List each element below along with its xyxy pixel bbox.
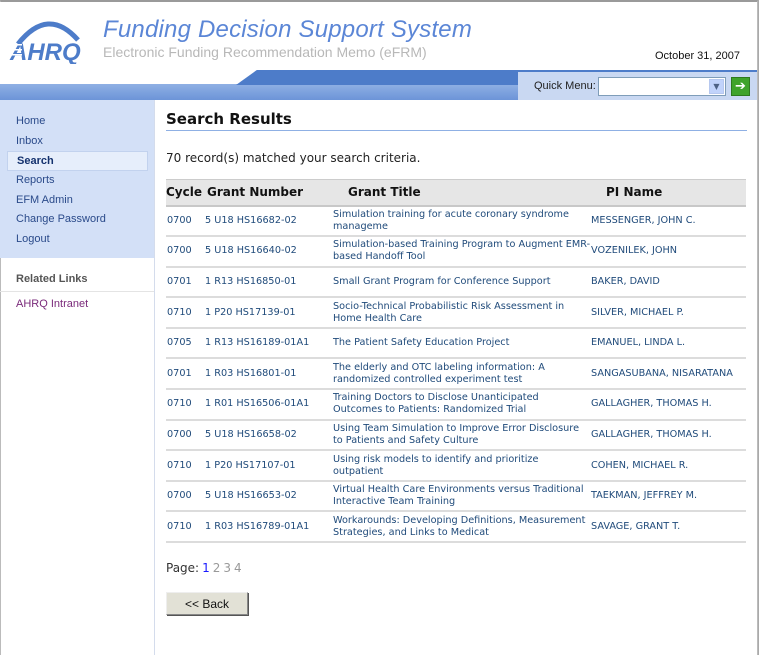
- table-row[interactable]: 0701 1 R13 HS16850-01 Small Grant Program …: [166, 266, 746, 299]
- pagination: Page: 1 2 3 4: [166, 561, 747, 575]
- quick-menu-label: Quick Menu:: [534, 80, 596, 92]
- page-link-4[interactable]: 4: [234, 561, 242, 576]
- cell-pi-name: VOZENILEK, JOHN: [591, 236, 746, 268]
- sidebar: Home Inbox Search Reports EFM Admin Change Pa…: [0, 100, 155, 655]
- header: AHRQ Funding Decision Support System Ele…: [0, 2, 757, 70]
- cell-pi-name: MESSENGER, JOHN C.: [591, 205, 746, 238]
- column-header-pi-name[interactable]: PI Name: [591, 179, 746, 207]
- cell-pi-name: SANGASUBANA, NISARATANA: [591, 358, 746, 391]
- page-link-3[interactable]: 3: [223, 561, 232, 576]
- sidebar-item-home[interactable]: Home: [16, 115, 46, 127]
- table-row[interactable]: 0705 1 R13 HS16189-01A1 The Patient Safety…: [166, 327, 746, 360]
- cell-grant-number[interactable]: 1 R01 HS16506-01A1: [205, 389, 333, 421]
- scrollbar[interactable]: [758, 0, 764, 655]
- column-header-grant-title[interactable]: Grant Title: [333, 179, 591, 207]
- cell-pi-name: EMANUEL, LINDA L.: [591, 327, 746, 360]
- current-date: October 31, 2007: [655, 50, 741, 62]
- quick-menu: Quick Menu: ▼ ➔: [518, 72, 757, 100]
- app-title: Funding Decision Support System: [103, 16, 473, 43]
- main-content: Search Results 70 record(s) matched your…: [166, 100, 747, 616]
- cell-grant-title[interactable]: The elderly and OTC labeling information…: [333, 358, 591, 391]
- page-link-1[interactable]: 1: [202, 561, 210, 576]
- table-row[interactable]: 0700 5 U18 HS16682-02 Simulation training …: [166, 205, 746, 238]
- cell-grant-title[interactable]: Small Grant Program for Conference Suppo…: [333, 266, 591, 299]
- ahrq-logo: AHRQ: [8, 21, 81, 64]
- cell-pi-name: COHEN, MICHAEL R.: [591, 450, 746, 482]
- cell-pi-name: BAKER, DAVID: [591, 266, 746, 299]
- table-row[interactable]: 0700 5 U18 HS16653-02 Virtual Health Care …: [166, 480, 746, 513]
- cell-cycle: 0700: [166, 419, 205, 452]
- cell-grant-number[interactable]: 1 R13 HS16850-01: [205, 266, 333, 299]
- column-header-grant-number[interactable]: Grant Number: [205, 179, 333, 207]
- sidebar-item-reports[interactable]: Reports: [16, 174, 55, 187]
- quick-menu-select[interactable]: ▼: [598, 77, 726, 96]
- svg-text:AHRQ: AHRQ: [9, 39, 81, 64]
- cell-grant-number[interactable]: 5 U18 HS16653-02: [205, 480, 333, 513]
- cell-grant-title[interactable]: Using risk models to identify and priori…: [333, 450, 591, 482]
- back-button[interactable]: << Back: [166, 592, 248, 616]
- cell-grant-number[interactable]: 1 P20 HS17107-01: [205, 450, 333, 482]
- cell-pi-name: SILVER, MICHAEL P.: [591, 297, 746, 329]
- cell-pi-name: GALLAGHER, THOMAS H.: [591, 389, 746, 421]
- sidebar-item-search[interactable]: Search: [7, 151, 148, 172]
- cell-pi-name: SAVAGE, GRANT T.: [591, 511, 746, 544]
- page-link-2[interactable]: 2: [212, 561, 221, 576]
- cell-cycle: 0701: [166, 358, 205, 391]
- result-count: 70 record(s) matched your search criteri…: [166, 151, 421, 165]
- cell-grant-number[interactable]: 1 R03 HS16801-01: [205, 358, 333, 391]
- arrow-right-icon: ➔: [735, 79, 746, 94]
- column-header-cycle[interactable]: Cycle: [166, 179, 205, 207]
- chevron-down-icon[interactable]: ▼: [709, 79, 724, 94]
- cell-grant-number[interactable]: 1 R03 HS16789-01A1: [205, 511, 333, 544]
- cell-grant-title[interactable]: Socio-Technical Probabilistic Risk Asses…: [333, 297, 591, 329]
- cell-grant-number[interactable]: 5 U18 HS16640-02: [205, 236, 333, 268]
- sidebar-item-inbox[interactable]: Inbox: [16, 134, 43, 147]
- table-row[interactable]: 0701 1 R03 HS16801-01 The elderly and OTC …: [166, 358, 746, 391]
- table-header-row: Cycle Grant Number Grant Title PI Name: [166, 179, 746, 207]
- cell-grant-number[interactable]: 5 U18 HS16682-02: [205, 205, 333, 238]
- related-links-heading: Related Links: [0, 258, 154, 292]
- table-row[interactable]: 0710 1 R03 HS16789-01A1 Workarounds: Devel…: [166, 511, 746, 544]
- cell-pi-name: GALLAGHER, THOMAS H.: [591, 419, 746, 452]
- table-row[interactable]: 0710 1 P20 HS17139-01 Socio-Technical Prob…: [166, 297, 746, 329]
- sidebar-nav: Home Inbox Search Reports EFM Admin Change Pa…: [0, 100, 154, 258]
- related-link-ahrq-intranet[interactable]: AHRQ Intranet: [16, 298, 89, 310]
- cell-cycle: 0710: [166, 450, 205, 482]
- sidebar-item-logout[interactable]: Logout: [16, 233, 50, 246]
- table-row[interactable]: 0700 5 U18 HS16658-02 Using Team Simulatio…: [166, 419, 746, 452]
- cell-grant-title[interactable]: Simulation training for acute coronary s…: [333, 205, 591, 238]
- cell-cycle: 0700: [166, 236, 205, 268]
- pager-label: Page:: [166, 561, 200, 576]
- cell-cycle: 0700: [166, 480, 205, 513]
- cell-cycle: 0700: [166, 205, 205, 238]
- go-button[interactable]: ➔: [731, 77, 750, 96]
- sidebar-item-efm-admin[interactable]: EFM Admin: [16, 193, 73, 206]
- cell-grant-title[interactable]: Virtual Health Care Environments versus …: [333, 480, 591, 513]
- cell-cycle: 0705: [166, 327, 205, 360]
- cell-grant-title[interactable]: Using Team Simulation to Improve Error D…: [333, 419, 591, 452]
- page-title: Search Results: [166, 110, 747, 131]
- cell-grant-title[interactable]: The Patient Safety Education Project: [333, 327, 591, 360]
- app-subtitle: Electronic Funding Recommendation Memo (…: [103, 44, 427, 60]
- cell-grant-number[interactable]: 5 U18 HS16658-02: [205, 419, 333, 452]
- cell-cycle: 0710: [166, 511, 205, 544]
- cell-cycle: 0701: [166, 266, 205, 299]
- sidebar-item-change-password[interactable]: Change Password: [16, 213, 106, 226]
- cell-grant-number[interactable]: 1 R13 HS16189-01A1: [205, 327, 333, 360]
- cell-grant-title[interactable]: Workarounds: Developing Definitions, Mea…: [333, 511, 591, 544]
- table-row[interactable]: 0710 1 R01 HS16506-01A1 Training Doctors t…: [166, 389, 746, 421]
- table-row[interactable]: 0710 1 P20 HS17107-01 Using risk models to…: [166, 450, 746, 482]
- table-row[interactable]: 0700 5 U18 HS16640-02 Simulation-based Tra…: [166, 236, 746, 268]
- cell-grant-title[interactable]: Training Doctors to Disclose Unanticipat…: [333, 389, 591, 421]
- cell-cycle: 0710: [166, 297, 205, 329]
- cell-grant-number[interactable]: 1 P20 HS17139-01: [205, 297, 333, 329]
- results-table: Cycle Grant Number Grant Title PI Name 0…: [166, 179, 746, 544]
- cell-cycle: 0710: [166, 389, 205, 421]
- cell-pi-name: TAEKMAN, JEFFREY M.: [591, 480, 746, 513]
- cell-grant-title[interactable]: Simulation-based Training Program to Aug…: [333, 236, 591, 268]
